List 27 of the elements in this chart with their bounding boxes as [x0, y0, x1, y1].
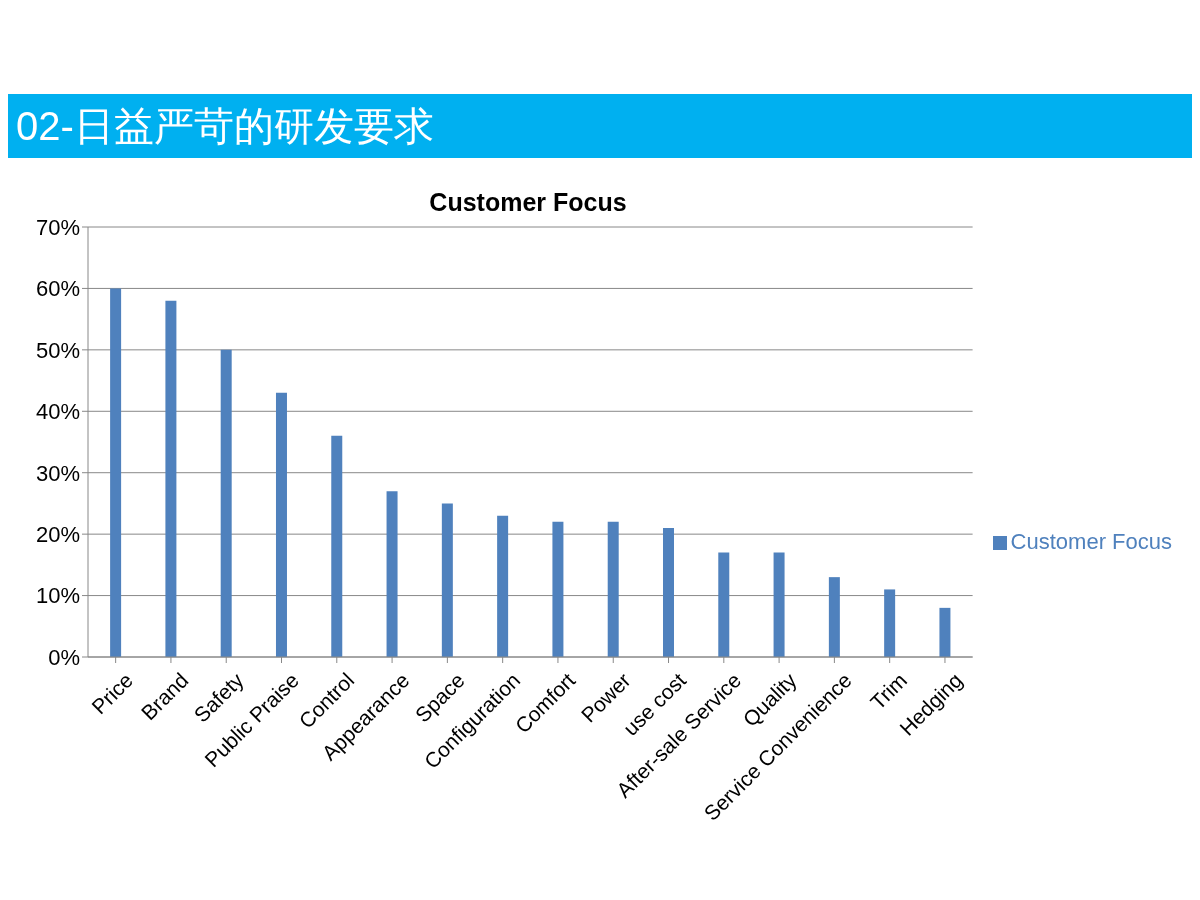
bar [331, 435, 343, 657]
bar [441, 503, 453, 657]
bar [275, 392, 287, 657]
bar [552, 521, 564, 657]
y-tick-label: 30% [35, 460, 80, 486]
y-tick-label: 10% [35, 583, 80, 609]
y-tick-label: 0% [48, 644, 80, 670]
bar [110, 288, 122, 657]
bar [884, 589, 896, 657]
bar [773, 552, 785, 657]
y-tick-label: 20% [35, 521, 80, 547]
bar [220, 349, 232, 657]
chart-title: 02-日益严苛的研发要求 [16, 102, 434, 150]
bar [718, 552, 730, 657]
bar [165, 300, 177, 657]
chart-subtitle: Customer Focus [429, 188, 627, 216]
bar [386, 491, 398, 657]
bar [607, 521, 619, 657]
y-tick-label: 50% [35, 337, 80, 363]
y-tick-label: 60% [35, 276, 80, 302]
y-tick-label: 40% [35, 399, 80, 425]
bar [828, 577, 840, 657]
legend-label: Customer Focus [1010, 529, 1172, 554]
bar [497, 515, 509, 657]
bar [939, 607, 951, 657]
y-tick-label: 70% [35, 214, 80, 240]
bar [663, 528, 674, 657]
